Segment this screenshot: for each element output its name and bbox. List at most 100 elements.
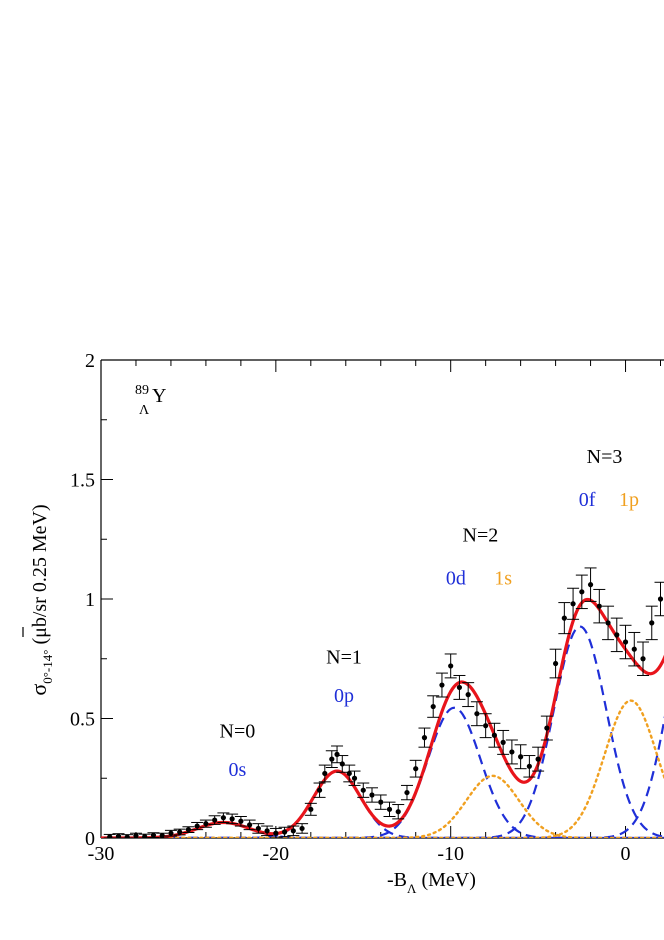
- data-marker: [413, 766, 419, 772]
- data-point: [348, 770, 361, 786]
- data-point: [427, 695, 440, 718]
- nucleus-symbol: Y: [152, 385, 166, 407]
- data-point: [505, 739, 518, 765]
- tick-labels: -30 -20 -10 0 0 0.5 1 1.5 2: [70, 350, 631, 865]
- data-marker: [465, 692, 471, 698]
- data-point: [287, 825, 300, 837]
- data-point: [164, 829, 177, 837]
- peak-annotation: 1p: [619, 489, 639, 511]
- data-marker: [346, 770, 352, 777]
- data-point: [325, 750, 338, 768]
- data-marker: [518, 754, 524, 760]
- data-point: [313, 782, 326, 798]
- nucleus-mass: 89: [135, 383, 149, 398]
- data-marker: [657, 596, 664, 602]
- data-marker: [500, 739, 506, 746]
- data-point: [121, 834, 134, 838]
- dashed-component-curve: [101, 769, 664, 838]
- data-point: [497, 729, 510, 755]
- fit-curves: [101, 597, 664, 838]
- data-marker: [334, 751, 340, 757]
- data-point: [654, 581, 664, 617]
- data-marker: [378, 799, 384, 805]
- x-tick-label: -10: [437, 843, 464, 865]
- data-point: [470, 701, 483, 727]
- data-point: [488, 722, 501, 748]
- data-point: [261, 825, 274, 837]
- data-point: [418, 727, 431, 748]
- y-tick-label: 0: [85, 828, 95, 850]
- data-point: [252, 823, 265, 834]
- axis-ticks: [100, 359, 662, 839]
- data-marker: [535, 756, 541, 762]
- peak-annotation: N=2: [463, 525, 499, 547]
- data-point: [156, 832, 169, 838]
- data-marker: [360, 787, 366, 793]
- data-point: [514, 744, 527, 770]
- data-marker: [509, 749, 515, 755]
- data-marker: [203, 821, 209, 827]
- data-point: [278, 826, 291, 838]
- y-label-unit: (μb/sr 0.25 MeV): [29, 504, 51, 649]
- nucleus-label: 89: [135, 383, 149, 398]
- data-marker: [177, 829, 183, 835]
- data-marker: [614, 632, 620, 638]
- data-point: [318, 764, 331, 783]
- data-marker: [369, 792, 375, 798]
- data-marker: [491, 732, 498, 738]
- data-point: [453, 674, 466, 700]
- x-axis-label: -BΛ (MeV): [387, 869, 476, 896]
- data-point: [523, 755, 536, 778]
- dashed-component-curve: [101, 706, 664, 838]
- data-marker: [570, 601, 576, 607]
- data-point: [103, 833, 116, 838]
- data-point: [112, 833, 125, 838]
- data-marker: [273, 830, 279, 836]
- x-tick-label: 0: [621, 843, 631, 865]
- data-marker: [561, 615, 567, 621]
- data-point: [173, 828, 186, 836]
- y-tick-label: 2: [85, 350, 95, 372]
- data-marker: [395, 809, 401, 815]
- peak-annotations: N=0 0s N=1 0p N=2 0d 1s N=3 0f 1p: [220, 446, 640, 781]
- data-marker: [483, 723, 489, 729]
- data-point: [619, 624, 632, 660]
- peak-annotation: 0p: [334, 685, 354, 707]
- data-marker: [649, 620, 655, 626]
- data-marker: [544, 725, 550, 731]
- data-marker: [474, 711, 480, 717]
- data-point: [343, 764, 356, 783]
- data-point: [462, 682, 475, 708]
- y-label-sub: 0°-14°: [40, 650, 55, 684]
- data-marker: [290, 828, 296, 834]
- data-point: [366, 787, 379, 803]
- data-point: [199, 819, 212, 828]
- data-marker: [107, 834, 113, 838]
- data-point: [610, 617, 623, 653]
- data-point: [549, 648, 562, 679]
- data-point: [374, 794, 387, 810]
- data-point: [532, 746, 545, 772]
- data-point: [182, 826, 195, 834]
- data-marker: [351, 775, 358, 781]
- x-label-pre: -B: [387, 869, 407, 891]
- data-marker: [299, 825, 305, 832]
- data-marker: [194, 823, 200, 829]
- dashed-component-curve: [101, 715, 664, 838]
- data-point: [217, 812, 230, 823]
- data-marker: [150, 832, 157, 838]
- data-point: [593, 588, 606, 624]
- x-label-sub: Λ: [407, 881, 417, 896]
- y-axis-label: σ0°-14° (μb/sr 0.25 MeV): [26, 504, 55, 695]
- x-label-unit: (MeV): [416, 869, 475, 891]
- data-point: [558, 602, 571, 635]
- data-point: [226, 813, 239, 825]
- data-marker: [579, 589, 585, 595]
- data-point: [400, 784, 413, 801]
- data-point: [645, 605, 658, 641]
- data-marker: [308, 806, 314, 812]
- data-marker: [229, 816, 235, 822]
- data-marker: [212, 817, 218, 823]
- data-point: [584, 567, 597, 602]
- data-marker: [133, 833, 139, 838]
